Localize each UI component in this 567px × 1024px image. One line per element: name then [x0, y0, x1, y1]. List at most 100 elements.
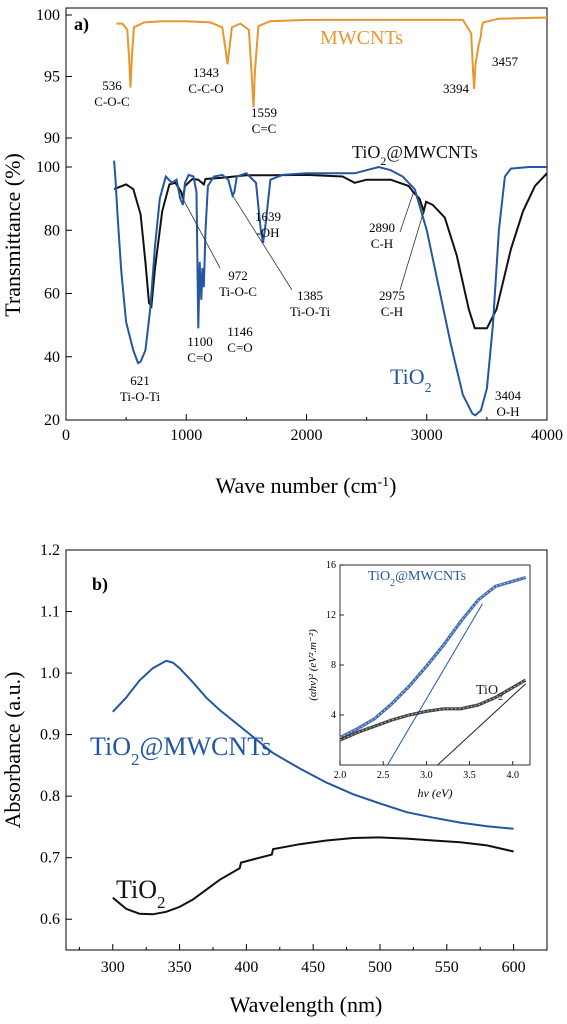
panel-b-y-tick-label: 0.8: [40, 788, 60, 805]
annotation-3404-group: O-H: [496, 404, 519, 419]
inset-axes: 2.0 2.5 3.0 3.5 4.0 4 8 12 16: [326, 560, 519, 781]
inset-y-tick-label: 4: [331, 710, 336, 721]
inset-series-tio2-mwcnts-tangent: [387, 603, 483, 766]
series-tio2-line-a: [113, 160, 547, 417]
panel-a-x-axis-label-main: Wave number (cm: [216, 473, 378, 498]
annotation-leader-1385: [232, 195, 293, 291]
panel-b-y-tick-label: 1.1: [40, 604, 60, 621]
annotation-1385: 1385: [297, 288, 323, 303]
panel-a-x-axis-label: Wave number (cm-1): [216, 473, 397, 498]
inset-x-tick-label: 3.0: [420, 770, 433, 781]
panel-a-axes: 0 1000 2000 3000 4000 20 40 60 80 100 90 95 100: [36, 7, 563, 444]
panel-b-y-tick-label: 1.2: [40, 542, 60, 559]
panel-b-label: b): [92, 574, 108, 595]
panel-b-x-tick-label: 500: [368, 959, 392, 976]
annotation-mwcnts-1559-group: C=C: [252, 121, 277, 136]
annotation-2890: 2890: [369, 220, 395, 235]
panel-a-ftir: a) 0 1000 2000 3000 4000 20 40 60 80 100 90 95 100 T…: [0, 7, 563, 498]
panel-a-annotations: 536C-O-C1343C-C-O1559C=C33943457621Ti-O-…: [94, 54, 521, 419]
annotation-1385-group: Ti-O-Ti: [290, 304, 331, 319]
inset-y-axis-label: (αhv)² (eV².m⁻²): [307, 629, 319, 701]
annotation-1639: 1639: [255, 209, 281, 224]
inset-series-tio2-mwcnts: [339, 575, 527, 739]
series-tio2-mwcnts-line-b: [112, 659, 514, 830]
annotation-mwcnts-1343-group: C-C-O: [188, 81, 223, 96]
legend-tio2-b-main: TiO: [116, 875, 157, 904]
panel-b-axes: 300 350 400 450 500 550 600 0.6 0.7 0.8 0.9 1.0 1.1 1…: [40, 542, 548, 976]
inset-x-tick-label: 2.0: [334, 770, 347, 781]
annotation-mwcnts-536-group: C-O-C: [94, 94, 129, 109]
annotation-mwcnts-536: 536: [102, 78, 122, 93]
legend-tio2-mwcnts-b-main: TiO: [90, 732, 131, 761]
panel-a-x-tick-label: 1000: [170, 427, 202, 444]
annotation-mwcnts-3394: 3394: [443, 81, 470, 96]
inset-legend-tio2-main: TiO: [476, 683, 498, 698]
panel-b-x-tick-label: 350: [168, 959, 192, 976]
inset-y-tick-label: 8: [331, 660, 336, 671]
annotation-1146-group: C=O: [227, 340, 252, 355]
panel-a-y-tick-label: 100: [36, 159, 60, 176]
panel-a-y-tick-label: 60: [44, 286, 60, 303]
panel-b-uvvis: b) 300 350 400 450 500 550 600 0.6 0.7 0.8 0.9 1.0 1…: [0, 542, 548, 1017]
annotation-leader-2890: [399, 192, 414, 233]
panel-b-x-tick-label: 400: [234, 959, 258, 976]
annotation-1639-group: -OH: [256, 225, 279, 240]
legend-tio2-mwcnts-a-sub: 2: [380, 154, 386, 168]
series-tio2-mwcnts-line-a: [113, 172, 548, 330]
annotation-621: 621: [130, 373, 150, 388]
panel-a-x-tick-label: 0: [62, 427, 70, 444]
panel-a-x-tick-label: 3000: [411, 427, 443, 444]
legend-tio2-mwcnts-b: TiO2@MWCNTs: [90, 732, 271, 769]
panel-a-y-tick-label: 40: [44, 349, 60, 366]
legend-tio2-a-main: TiO: [390, 364, 425, 389]
panel-a-x-axis-label-tail: ): [389, 473, 396, 498]
panel-b-y-tick-label: 0.9: [40, 727, 60, 744]
panel-b-frame: [65, 549, 548, 951]
panel-b-y-axis-label: Absorbance (a.u.): [0, 672, 25, 829]
inset-x-tick-label: 3.5: [463, 770, 476, 781]
annotation-1100: 1100: [187, 334, 213, 349]
legend-tio2-b: TiO2: [116, 875, 165, 912]
panel-a-y-tick-label: 20: [44, 412, 60, 429]
legend-tio2-mwcnts-b-sub: 2: [131, 750, 140, 769]
inset-frame: [339, 564, 531, 766]
inset-legend-tio2-sub: 2: [498, 692, 503, 703]
inset-x-tick-label: 4.0: [506, 770, 519, 781]
annotation-972: 972: [228, 268, 248, 283]
series-mwcnts-line: [116, 16, 548, 108]
annotation-3404: 3404: [495, 388, 522, 403]
legend-tio2-mwcnts-a: TiO2@MWCNTs: [352, 142, 478, 168]
inset-x-axis-label: hv (eV): [418, 786, 453, 800]
annotation-2975: 2975: [379, 288, 405, 303]
panel-a-x-tick-label: 2000: [291, 427, 323, 444]
annotation-2975-group: C-H: [381, 304, 403, 319]
annotation-mwcnts-1559: 1559: [251, 105, 277, 120]
inset-legend-tio2-mwcnts: TiO2@MWCNTs: [368, 569, 466, 589]
panel-b-x-axis-label: Wavelength (nm): [230, 992, 383, 1017]
panel-b-x-tick-label: 300: [101, 959, 125, 976]
panel-a-series: [113, 16, 548, 417]
annotation-621-group: Ti-O-Ti: [120, 389, 161, 404]
inset-legend-tio2: TiO2: [476, 683, 503, 703]
panel-a-x-tick-label: 4000: [531, 427, 563, 444]
legend-tio2-a-sub: 2: [425, 381, 432, 396]
panel-b-y-tick-label: 0.7: [40, 850, 60, 867]
panel-a-y-tick-label-upper: 95: [44, 69, 60, 86]
annotation-1100-group: C=O: [187, 350, 212, 365]
panel-b-x-tick-label: 450: [301, 959, 325, 976]
legend-mwcnts: MWCNTs: [320, 27, 403, 49]
panel-b-y-tick-label: 1.0: [40, 665, 60, 682]
panel-a-y-axis-label: Transmittance (%): [0, 153, 25, 317]
inset-x-tick-label: 2.5: [377, 770, 390, 781]
inset-y-tick-label: 16: [326, 560, 336, 571]
legend-tio2-mwcnts-b-tail: @MWCNTs: [139, 732, 271, 761]
annotation-mwcnts-3457: 3457: [492, 54, 519, 69]
inset-legend-tio2-mwcnts-sub: 2: [390, 578, 395, 589]
annotation-1146: 1146: [227, 324, 253, 339]
panel-a-y-tick-label-upper: 100: [36, 7, 60, 24]
inset-y-tick-label: 12: [326, 610, 336, 621]
inset-series: [339, 575, 527, 766]
panel-a-x-axis-label-sup: -1: [377, 475, 389, 490]
